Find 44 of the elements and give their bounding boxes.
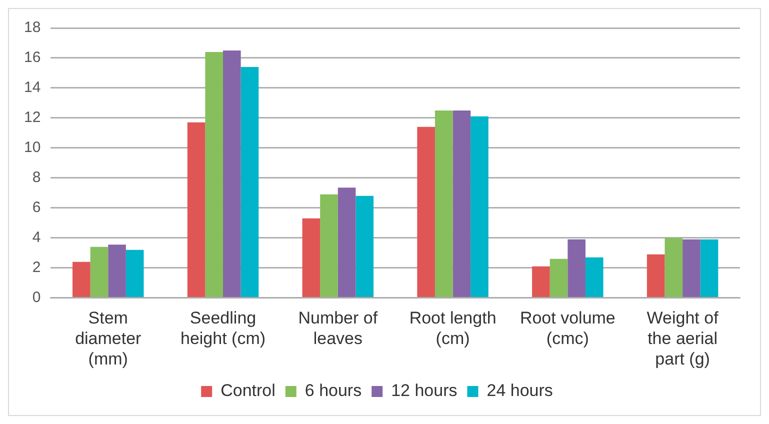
bar [320,194,338,298]
bar [682,239,700,298]
bar [240,66,259,298]
bar [108,244,126,298]
y-tick-label: 14 [24,79,41,96]
x-tick-label: Number of leaves [298,308,378,348]
y-tick-label: 16 [24,49,41,66]
bar [223,50,241,298]
bar [187,122,206,298]
y-tick-label: 18 [24,19,41,36]
x-tick-label: Root volume (cmc) [520,308,616,348]
y-tick-label: 10 [24,139,41,156]
bar [646,254,665,298]
x-tick-label: Weight of the aerial part (g) [646,308,719,368]
legend-label: 24 hours [486,381,553,400]
y-tick-label: 12 [24,109,41,126]
bar [338,188,356,298]
bar [205,52,224,298]
y-tick-label: 8 [32,169,41,186]
bar [452,110,471,298]
bar [550,258,568,298]
bar [72,262,90,298]
x-tick-label: Root length (cm) [409,308,496,348]
bar [700,239,718,298]
x-tick-label: Stem diameter (mm) [75,308,142,368]
bar [90,246,108,298]
legend-label: Control [220,381,276,400]
y-tick-label: 2 [32,258,41,276]
y-tick-label: 4 [32,228,41,246]
bar [585,257,604,298]
x-tick-label: Seedling height (cm) [180,308,266,348]
bar [417,126,435,298]
bar [126,250,144,298]
legend-label: 6 hours [304,381,362,400]
bar [302,218,320,298]
bar [568,239,586,298]
y-tick-label: 6 [32,199,41,216]
bar [470,116,488,298]
bar [532,266,550,298]
bar [356,196,374,298]
legend-label: 12 hours [391,381,458,400]
bar [434,110,453,298]
y-tick-label: 0 [32,288,41,306]
bar [664,238,683,298]
